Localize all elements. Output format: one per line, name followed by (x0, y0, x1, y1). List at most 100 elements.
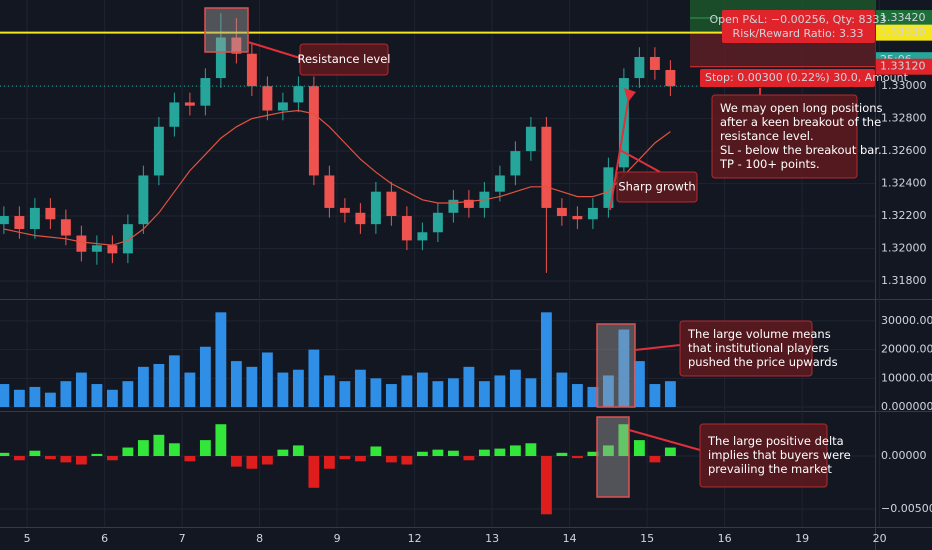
candle-body (587, 207, 598, 220)
y-tick-label: 1.32000 (881, 241, 927, 254)
stop-text: Stop: 0.00300 (0.22%) 30.0, Amount (705, 71, 909, 84)
candle-body (76, 235, 87, 252)
y-tick-label: 1.32600 (881, 144, 927, 157)
candle-body (603, 167, 614, 208)
candle-body (494, 175, 505, 192)
bar (199, 346, 211, 408)
bar (184, 456, 196, 462)
bar (556, 372, 568, 408)
candle-body (649, 56, 660, 70)
x-tick-label: 9 (334, 532, 341, 545)
candle-body (308, 86, 319, 176)
bar (91, 384, 103, 408)
candle-body (556, 207, 567, 217)
bar (587, 451, 599, 457)
annotation-box (711, 94, 858, 179)
x-tick-label: 5 (24, 532, 31, 545)
candle-body (432, 212, 443, 233)
resistance-label: 1.33330 (880, 26, 926, 39)
y-tick-label: 1.32400 (881, 177, 927, 190)
bar (370, 446, 382, 457)
candle-body (277, 102, 288, 111)
bar (261, 456, 273, 465)
bar (339, 381, 351, 408)
y-tick-label: 0.000000 (881, 400, 932, 413)
bar (60, 456, 72, 463)
target-label-bg (876, 10, 932, 27)
bar (137, 440, 149, 457)
annotation-box (679, 320, 813, 377)
annotation-text: after a keen breakout of the (720, 115, 881, 129)
bar (13, 389, 25, 408)
bar (571, 456, 583, 459)
overlay: 1.31800 1.32000 1.32200 1.32400 1.32600 1.328… (24, 7, 932, 545)
x-tick-label: 8 (256, 532, 263, 545)
bar (0, 384, 10, 408)
candle-body (138, 175, 149, 225)
stop-label-bg (876, 58, 932, 75)
bar (401, 456, 413, 465)
annotation-text: The large volume means (687, 327, 831, 341)
highlight-box (204, 7, 249, 53)
candle-body (122, 224, 133, 254)
bar (184, 372, 196, 408)
bar (153, 363, 165, 408)
candle-body (293, 86, 304, 103)
pnl-box (722, 10, 875, 43)
bar (540, 456, 552, 515)
x-tick-label: 6 (101, 532, 108, 545)
annotation-text: pushed the price upwards (688, 355, 838, 369)
highlight-box (596, 416, 630, 498)
bar (649, 456, 661, 463)
bar (277, 372, 289, 408)
candle-body (29, 207, 40, 230)
bar (230, 361, 242, 408)
candle-body (401, 216, 412, 241)
candle-body (184, 102, 195, 106)
candle-body (107, 245, 118, 254)
bar (602, 375, 614, 408)
moving-average (3, 109, 671, 246)
x-tick-label: 7 (179, 532, 186, 545)
bar (0, 452, 10, 457)
bar (292, 369, 304, 408)
bar (308, 349, 320, 408)
bar (432, 381, 444, 408)
bar (168, 355, 180, 408)
annotation-text: The large positive delta (707, 434, 844, 448)
candle-body (355, 212, 366, 225)
bar (199, 440, 211, 457)
ratio-text: Risk/Reward Ratio: 3.33 (733, 27, 864, 40)
annotation-text: We may open long positions (720, 101, 883, 115)
candle-body (386, 191, 397, 217)
bar (215, 312, 227, 408)
candle-body (169, 102, 180, 127)
candle-body (324, 175, 335, 208)
arrow (619, 149, 661, 173)
y-tick-label: 10000.000000 (881, 371, 932, 384)
highlight-box (596, 323, 636, 408)
candle-body (231, 37, 242, 54)
candle-body (91, 245, 102, 252)
x-tick-label: 15 (640, 532, 654, 545)
bar (478, 449, 490, 457)
bar (525, 378, 537, 408)
bar (122, 381, 134, 408)
bar (463, 456, 475, 461)
bar (432, 449, 444, 457)
y-tick-label: 30000.000000 (881, 314, 932, 327)
stop-label: 1.33120 (880, 60, 926, 73)
bar (649, 384, 661, 408)
bar (525, 443, 537, 457)
bar (447, 378, 459, 408)
x-tick-label: 12 (408, 532, 422, 545)
bar (75, 372, 87, 408)
annotation-text: that institutional players (688, 341, 829, 355)
pnl-text: Open P&L: −0.00256, Qty: 8333 (710, 13, 887, 26)
arrow (628, 429, 701, 451)
candle-body (634, 56, 645, 79)
annotation-box (616, 171, 698, 203)
bar (463, 366, 475, 408)
bar (385, 456, 397, 463)
arrow (634, 344, 681, 351)
